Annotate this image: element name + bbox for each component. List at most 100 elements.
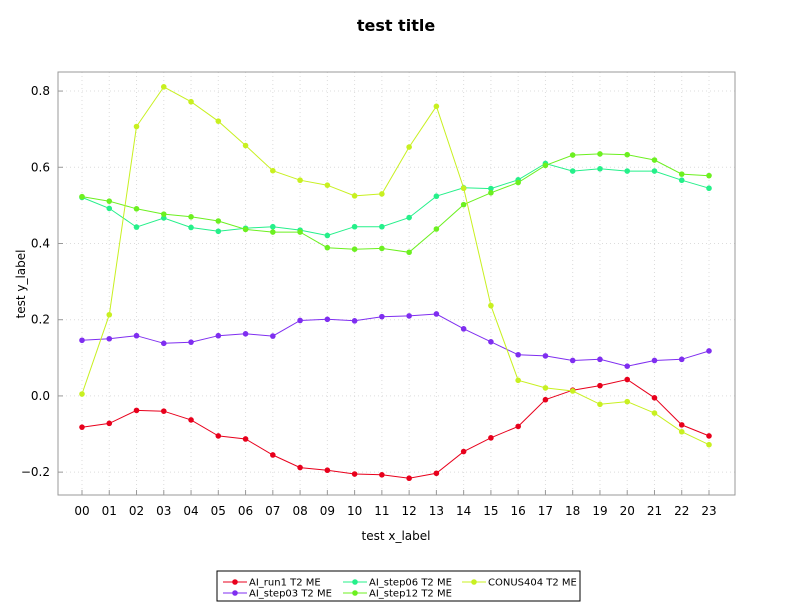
data-point xyxy=(433,226,440,232)
data-point xyxy=(351,471,358,477)
data-point xyxy=(351,223,358,230)
data-point xyxy=(379,472,385,478)
series-3 xyxy=(79,151,712,256)
series-4 xyxy=(79,84,712,448)
data-point xyxy=(542,353,549,359)
x-tick-label: 18 xyxy=(565,504,580,518)
data-point xyxy=(460,201,467,208)
data-point xyxy=(678,422,685,428)
data-point xyxy=(297,177,303,184)
data-point xyxy=(569,152,576,158)
data-point xyxy=(624,168,631,174)
data-point xyxy=(188,339,194,345)
data-point xyxy=(624,363,631,369)
data-point xyxy=(106,198,113,204)
data-point xyxy=(515,179,521,186)
legend-label: AI_run1 T2 ME xyxy=(249,578,321,589)
x-tick-label: 01 xyxy=(102,504,117,518)
x-tick-label: 21 xyxy=(647,504,662,518)
legend-label: AI_step12 T2 ME xyxy=(369,589,452,600)
y-tick-label: 0.8 xyxy=(31,84,50,98)
x-tick-label: 09 xyxy=(320,504,335,518)
legend-label: CONUS404 T2 ME xyxy=(488,578,577,589)
data-point xyxy=(379,245,385,252)
data-point xyxy=(624,151,631,158)
legend-item: AI_step12 T2 ME xyxy=(343,589,452,600)
data-point xyxy=(79,337,85,344)
legend-label: AI_step06 T2 ME xyxy=(369,578,452,589)
data-point xyxy=(270,333,276,339)
data-point xyxy=(706,185,712,192)
x-tick-label: 17 xyxy=(538,504,553,518)
data-point xyxy=(133,407,140,414)
data-point xyxy=(433,311,440,317)
data-point xyxy=(706,348,712,354)
x-tick-label: 05 xyxy=(211,504,226,518)
data-point xyxy=(270,223,276,230)
data-point xyxy=(624,398,631,405)
x-tick-label: 04 xyxy=(183,504,198,518)
x-tick-label: 20 xyxy=(620,504,635,518)
data-point xyxy=(651,357,658,364)
data-point xyxy=(324,244,331,251)
x-tick-label: 08 xyxy=(292,504,307,518)
data-point xyxy=(324,182,331,188)
data-point xyxy=(379,313,385,320)
legend-marker xyxy=(232,590,238,596)
data-point xyxy=(270,452,276,458)
data-point xyxy=(351,193,358,199)
data-point xyxy=(678,171,685,177)
data-point xyxy=(597,151,603,157)
data-point xyxy=(242,331,249,337)
data-point xyxy=(406,214,412,221)
y-tick-label: 0.2 xyxy=(31,313,50,327)
y-tick-label: 0.0 xyxy=(31,389,50,403)
data-point xyxy=(433,470,440,477)
data-point xyxy=(569,388,576,394)
data-point xyxy=(79,424,85,430)
series-line xyxy=(81,86,710,446)
y-tick-label: 0.4 xyxy=(31,236,50,250)
x-tick-label: 00 xyxy=(74,504,89,518)
x-tick-label: 23 xyxy=(701,504,716,518)
x-tick-label: 03 xyxy=(156,504,171,518)
x-tick-label: 11 xyxy=(374,504,389,518)
data-point xyxy=(160,408,167,414)
series-line xyxy=(81,378,710,479)
data-point xyxy=(160,211,167,217)
legend-box xyxy=(216,570,581,602)
data-point xyxy=(324,232,331,239)
x-tick-label: 15 xyxy=(483,504,498,518)
data-point xyxy=(188,224,194,231)
data-point xyxy=(515,423,521,430)
data-point xyxy=(542,385,549,391)
data-point xyxy=(406,475,412,482)
legend-marker xyxy=(352,579,358,585)
data-point xyxy=(597,356,603,363)
data-point xyxy=(215,332,222,339)
data-point xyxy=(215,218,222,224)
data-point xyxy=(351,318,358,324)
legend-item: CONUS404 T2 ME xyxy=(462,578,577,589)
data-point xyxy=(460,448,467,455)
data-point xyxy=(133,332,140,339)
series-1 xyxy=(79,311,712,369)
x-tick-label: 02 xyxy=(129,504,144,518)
data-point xyxy=(133,206,140,212)
data-point xyxy=(215,433,222,439)
data-point xyxy=(106,335,113,342)
x-tick-label: 13 xyxy=(429,504,444,518)
data-point xyxy=(188,214,194,220)
data-point xyxy=(678,356,685,363)
data-point xyxy=(651,410,658,416)
series-0 xyxy=(79,376,712,482)
data-point xyxy=(106,311,113,318)
data-point xyxy=(488,185,494,192)
x-tick-label: 10 xyxy=(347,504,362,518)
data-point xyxy=(297,317,303,324)
series-line xyxy=(81,313,710,367)
data-point xyxy=(270,167,276,174)
legend-item: AI_run1 T2 ME xyxy=(223,578,321,589)
data-point xyxy=(106,420,113,427)
